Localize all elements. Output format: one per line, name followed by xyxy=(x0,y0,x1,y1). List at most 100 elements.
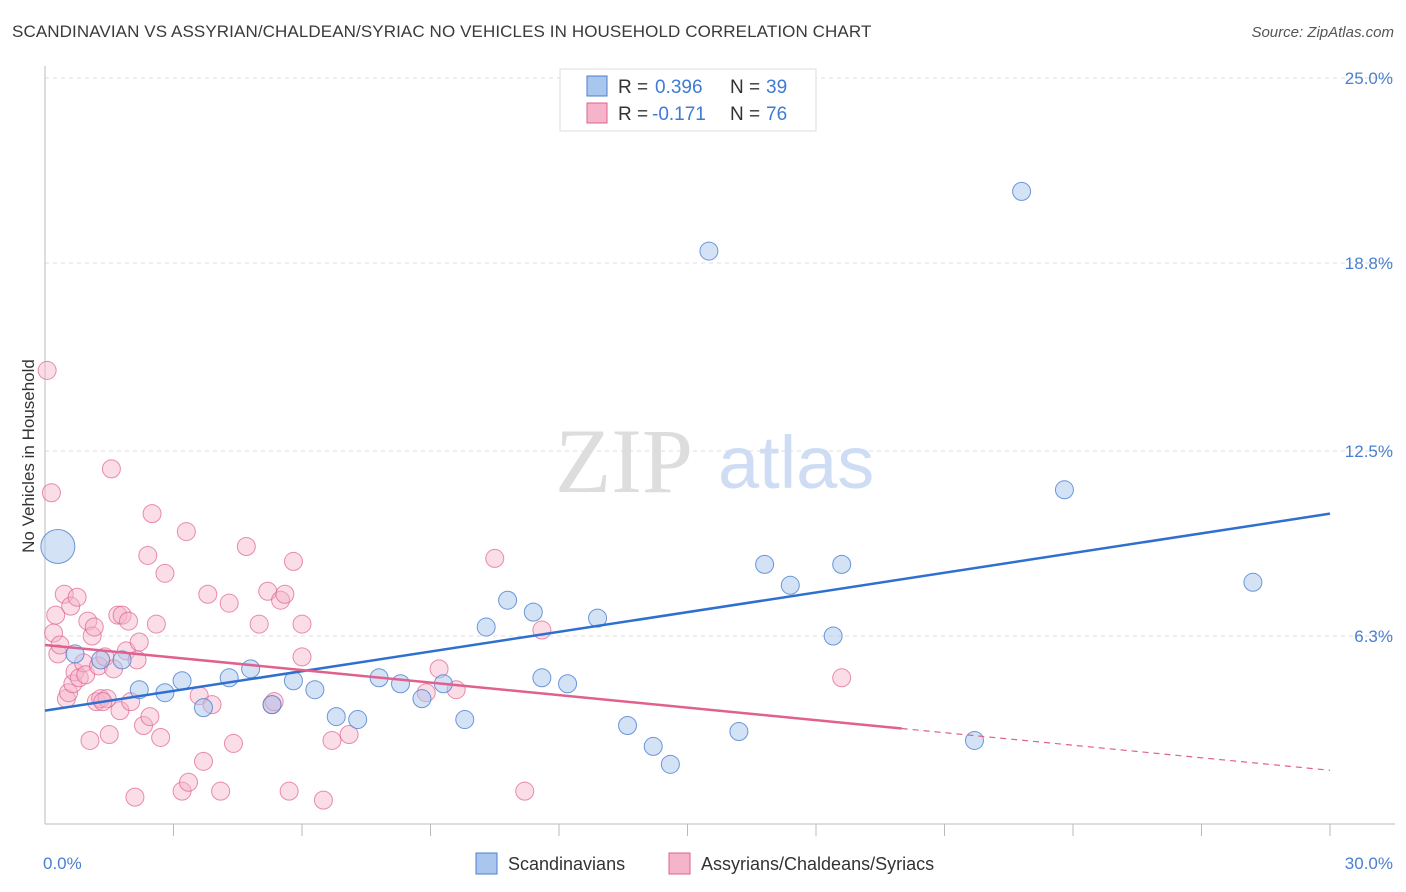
series-assyrians-points xyxy=(37,360,852,810)
data-point-assyrians xyxy=(339,724,359,744)
data-point-scandinavians xyxy=(618,716,638,736)
data-point-scandinavians xyxy=(523,602,543,622)
data-point-assyrians xyxy=(46,605,66,625)
chart-title: SCANDINAVIAN VS ASSYRIAN/CHALDEAN/SYRIAC… xyxy=(12,22,872,41)
bottom-legend-assyrians: Assyrians/Chaldeans/Syriacs xyxy=(701,854,934,874)
trend-line-assyrians-extension xyxy=(901,727,1331,771)
bottom-legend-scandinavians: Scandinavians xyxy=(508,854,625,874)
data-point-assyrians xyxy=(193,751,213,771)
x-tick-label-min: 0.0% xyxy=(43,854,82,873)
data-point-scandinavians xyxy=(40,528,76,564)
data-point-assyrians xyxy=(275,584,295,604)
data-point-assyrians xyxy=(283,551,303,571)
data-point-assyrians xyxy=(125,787,145,807)
data-point-assyrians xyxy=(119,611,139,631)
data-point-scandinavians xyxy=(391,674,411,694)
tick-labels: 6.3% 12.5% 18.8% 25.0% 0.0% 30.0% xyxy=(43,69,1393,873)
data-point-assyrians xyxy=(151,727,171,747)
data-point-scandinavians xyxy=(412,689,432,709)
data-point-assyrians xyxy=(249,614,269,634)
data-point-assyrians xyxy=(219,593,239,613)
x-tick-label-max: 30.0% xyxy=(1345,854,1393,873)
bottom-legend-blue-swatch xyxy=(475,852,498,875)
data-point-scandinavians xyxy=(348,710,368,730)
data-point-assyrians xyxy=(146,614,166,634)
data-point-scandinavians xyxy=(558,674,578,694)
data-point-scandinavians xyxy=(1243,572,1263,592)
data-point-scandinavians xyxy=(241,659,261,679)
data-point-scandinavians xyxy=(172,671,192,691)
data-point-assyrians xyxy=(140,707,160,727)
data-point-scandinavians xyxy=(112,650,132,670)
data-point-scandinavians xyxy=(91,650,111,670)
data-point-scandinavians xyxy=(1054,480,1074,500)
data-point-scandinavians xyxy=(193,698,213,718)
legend: R = 0.396 N = 39 R = -0.171 N = 76 xyxy=(559,68,817,132)
trend-line-assyrians xyxy=(44,643,902,730)
data-point-assyrians xyxy=(176,522,196,542)
data-point-assyrians xyxy=(101,459,121,479)
data-point-assyrians xyxy=(211,781,231,801)
data-point-assyrians xyxy=(178,772,198,792)
data-point-assyrians xyxy=(155,563,175,583)
bottom-legend: Scandinavians Assyrians/Chaldeans/Syriac… xyxy=(475,852,934,875)
data-point-assyrians xyxy=(80,730,100,750)
data-point-assyrians xyxy=(67,587,87,607)
data-point-scandinavians xyxy=(1012,181,1032,201)
legend-n-label-2: N = xyxy=(730,104,760,125)
data-point-scandinavians xyxy=(755,554,775,574)
data-point-scandinavians xyxy=(699,241,719,261)
data-point-assyrians xyxy=(59,683,79,703)
data-point-assyrians xyxy=(515,781,535,801)
data-point-scandinavians xyxy=(964,730,984,750)
data-point-scandinavians xyxy=(455,710,475,730)
data-point-scandinavians xyxy=(305,680,325,700)
data-point-scandinavians xyxy=(262,695,282,715)
legend-n-value-1: 39 xyxy=(766,77,787,98)
data-point-scandinavians xyxy=(823,626,843,646)
legend-pink-swatch xyxy=(586,102,608,124)
legend-blue-swatch xyxy=(586,75,608,97)
data-point-assyrians xyxy=(313,790,333,810)
axes xyxy=(44,66,1395,836)
data-point-scandinavians xyxy=(832,554,852,574)
data-point-assyrians xyxy=(832,668,852,688)
trend-lines xyxy=(44,512,1331,771)
y-tick-label: 18.8% xyxy=(1345,254,1393,273)
data-point-scandinavians xyxy=(729,721,749,741)
data-point-assyrians xyxy=(99,724,119,744)
data-point-assyrians xyxy=(41,483,61,503)
data-point-assyrians xyxy=(84,617,104,637)
data-point-assyrians xyxy=(198,584,218,604)
y-tick-label: 6.3% xyxy=(1354,627,1393,646)
legend-r-label-2: R = xyxy=(618,104,648,125)
legend-n-label-1: N = xyxy=(730,77,760,98)
y-axis-label: No Vehicles in Household xyxy=(19,359,38,553)
data-point-scandinavians xyxy=(476,617,496,637)
data-point-scandinavians xyxy=(660,754,680,774)
data-point-scandinavians xyxy=(498,590,518,610)
trend-line-scandinavians xyxy=(44,512,1331,712)
data-point-assyrians xyxy=(292,647,312,667)
watermark-zip: ZIP xyxy=(555,410,693,512)
watermark-atlas: atlas xyxy=(718,421,874,504)
series-scandinavians-points xyxy=(40,181,1263,774)
data-point-assyrians xyxy=(129,632,149,652)
data-point-assyrians xyxy=(236,536,256,556)
watermark: ZIP atlas xyxy=(555,410,874,512)
source-credit: Source: ZipAtlas.com xyxy=(1251,24,1394,41)
legend-r-label-1: R = xyxy=(618,77,648,98)
legend-r-value-1: 0.396 xyxy=(655,77,703,98)
data-point-assyrians xyxy=(108,605,128,625)
data-point-assyrians xyxy=(279,781,299,801)
data-point-assyrians xyxy=(485,548,505,568)
data-point-assyrians xyxy=(292,614,312,634)
data-point-assyrians xyxy=(54,584,74,604)
bottom-legend-pink-swatch xyxy=(668,852,691,875)
data-point-assyrians xyxy=(223,733,243,753)
data-point-scandinavians xyxy=(532,668,552,688)
y-tick-label: 12.5% xyxy=(1345,442,1393,461)
data-point-assyrians xyxy=(322,730,342,750)
y-tick-label: 25.0% xyxy=(1345,69,1393,88)
